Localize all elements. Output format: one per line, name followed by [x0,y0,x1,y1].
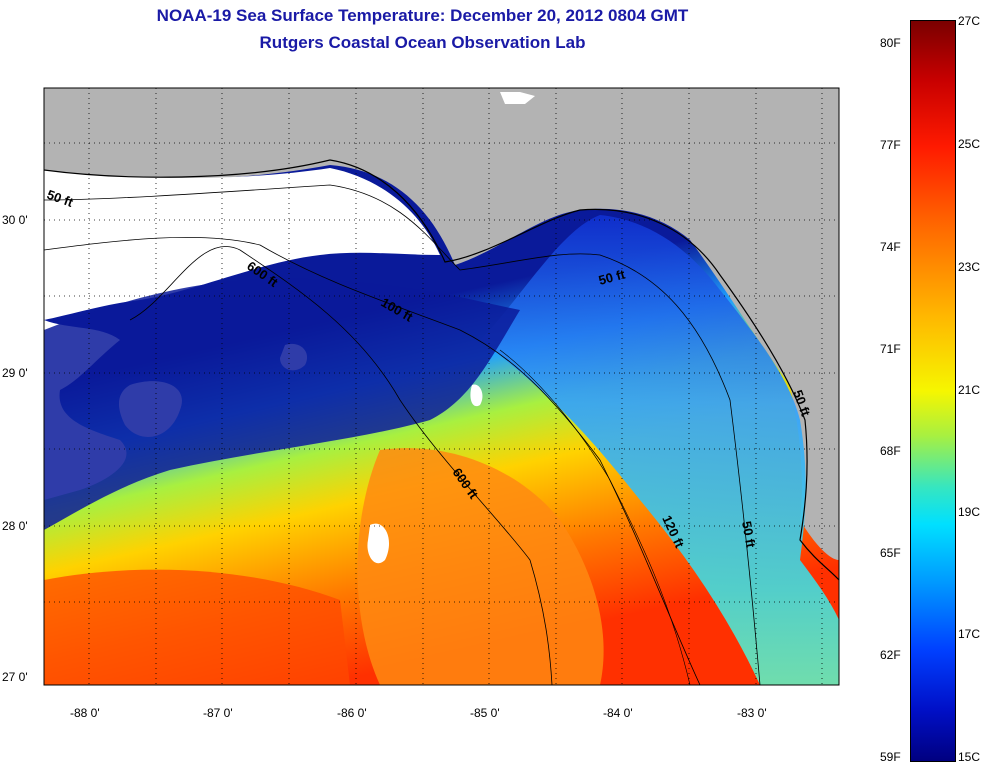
lat-label: 30 0' [2,213,28,227]
cloud-patch [367,523,390,564]
colorbar-f-label: 59F [880,750,901,764]
coastline [44,159,839,581]
colorbar-f-label: 62F [880,648,901,662]
contour-100ft [44,237,701,685]
warm-core [357,448,604,685]
colorbar-c-label: 25C [958,137,981,151]
contour-label: 50 ft [597,266,627,288]
colorbar-f-label: 74F [880,240,901,254]
lat-label: 28 0' [2,519,28,533]
colorbar-f-label: 77F [880,138,901,152]
lon-label: -84 0' [603,706,633,720]
colorbar-f-label: 68F [880,444,901,458]
lon-label: -83 0' [737,706,767,720]
cloud-patch [470,384,483,407]
colorbar-f-label: 71F [880,342,901,356]
colorbar-f-label: 80F [880,36,901,50]
colorbar-c-label: 15C [958,750,981,764]
colorbar-c-label: 27C [958,14,981,28]
lon-label: -85 0' [470,706,500,720]
cloud-patch [500,92,535,104]
colorbar-c-label: 19C [958,505,981,519]
contour-600ft [129,246,553,685]
map-frame [43,87,840,686]
lon-label: -86 0' [337,706,367,720]
lon-label: -88 0' [70,706,100,720]
map-title: NOAA-19 Sea Surface Temperature: Decembe… [156,6,689,25]
lat-label: 27 0' [2,670,28,684]
temperature-colorbar [910,20,956,762]
colorbar-f-label: 65F [880,546,901,560]
colorbar-c-label: 17C [958,627,981,641]
warm-southwest [44,569,350,685]
cloud-northwest [44,168,440,320]
lon-label: -87 0' [203,706,233,720]
contour-label: 50 ft [739,520,759,550]
map-subtitle: Rutgers Coastal Ocean Observation Lab [259,33,586,52]
cold-band [44,278,520,530]
colorbar-c-label: 23C [958,260,981,274]
contour-120ft [499,349,691,685]
lat-label: 29 0' [2,366,28,380]
contour-50ft [44,184,761,685]
colorbar-c-label: 21C [958,383,981,397]
